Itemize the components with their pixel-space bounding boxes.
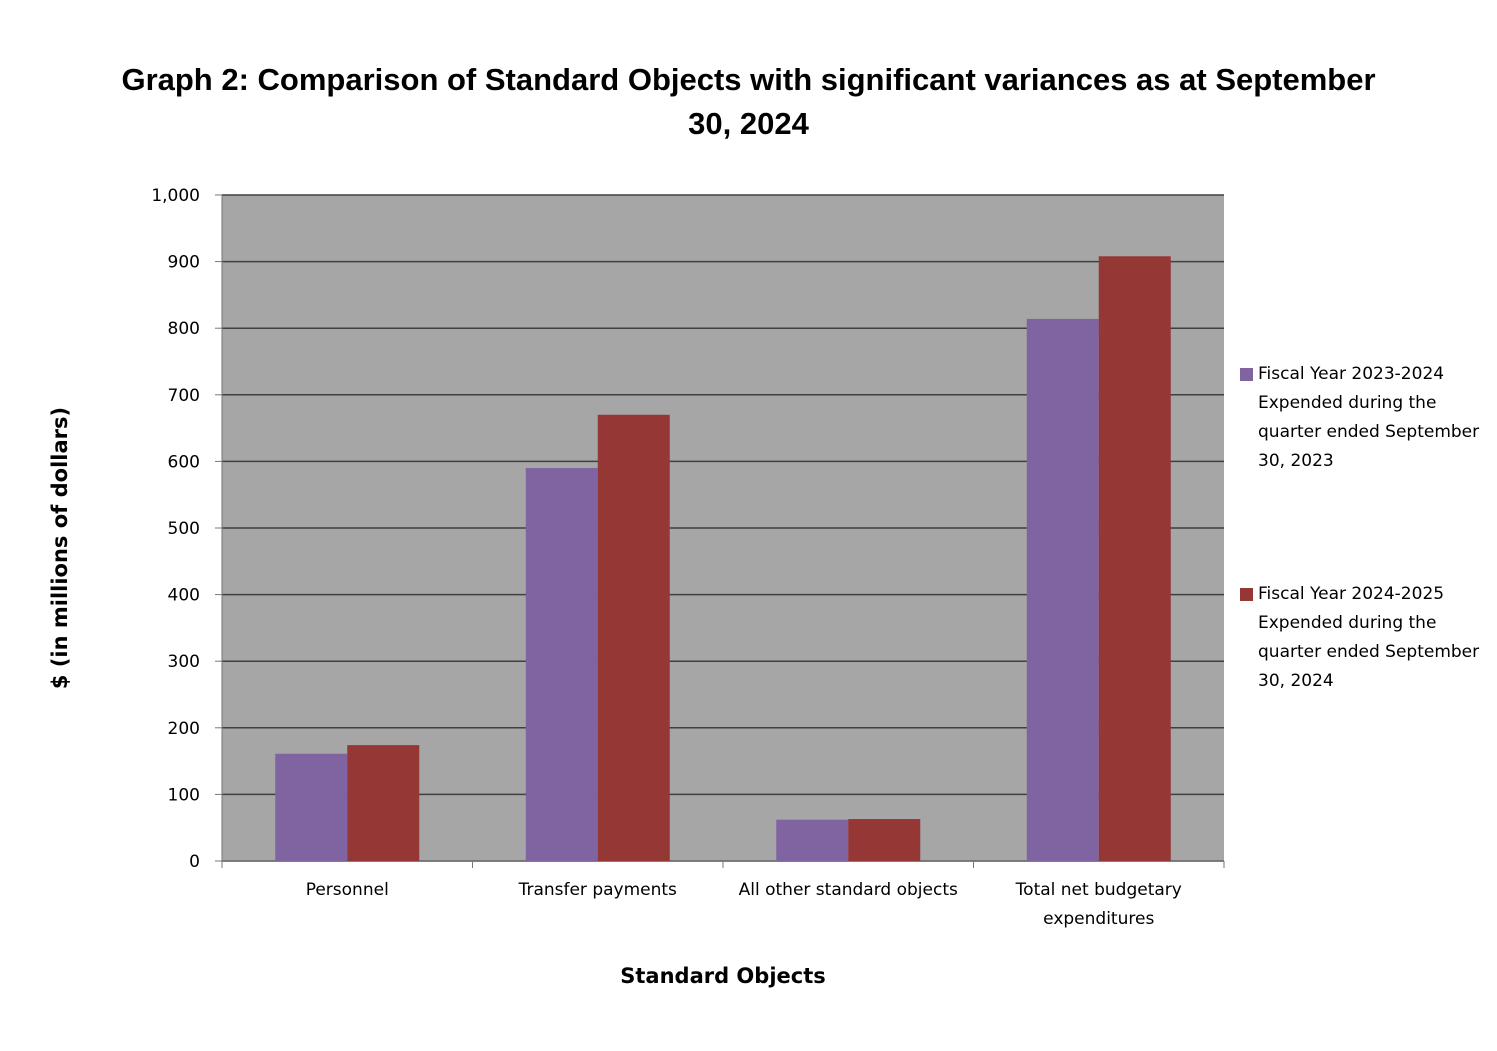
legend-swatch: [1240, 588, 1253, 601]
y-tick-label: 900: [168, 253, 200, 273]
y-tick-label: 0: [189, 852, 200, 872]
legend-swatch: [1240, 368, 1253, 381]
y-tick-label: 400: [168, 586, 200, 606]
x-tick-label: Personnel: [305, 880, 389, 900]
x-tick-label: Total net budgetary expenditures: [1015, 880, 1182, 929]
x-tick-label: All other standard objects: [738, 880, 958, 900]
legend-label: Fiscal Year 2023-2024 Expended during th…: [1258, 364, 1480, 471]
x-axis-title: Standard Objects: [620, 964, 826, 988]
bar: [347, 745, 420, 861]
y-tick-label: 600: [168, 452, 200, 472]
y-tick-label: 800: [168, 319, 200, 339]
bar: [1098, 256, 1171, 862]
bar: [848, 819, 921, 861]
bar: [275, 753, 348, 861]
y-tick-label: 300: [168, 652, 200, 672]
y-tick-label: 500: [168, 519, 200, 539]
y-tick-label: 200: [168, 719, 200, 739]
legend-label: Fiscal Year 2024-2025 Expended during th…: [1258, 584, 1480, 691]
y-tick-label: 100: [168, 785, 200, 805]
x-tick-label: Transfer payments: [518, 880, 677, 900]
bar: [1026, 318, 1099, 862]
bar: [525, 468, 598, 861]
chart-title: Graph 2: Comparison of Standard Objects …: [121, 62, 1376, 141]
bar: [597, 414, 670, 861]
y-tick-label: 700: [168, 386, 200, 406]
y-tick-label: 1,000: [151, 186, 200, 206]
y-axis-title: $ (in millions of dollars): [48, 406, 72, 690]
bar: [776, 819, 849, 861]
